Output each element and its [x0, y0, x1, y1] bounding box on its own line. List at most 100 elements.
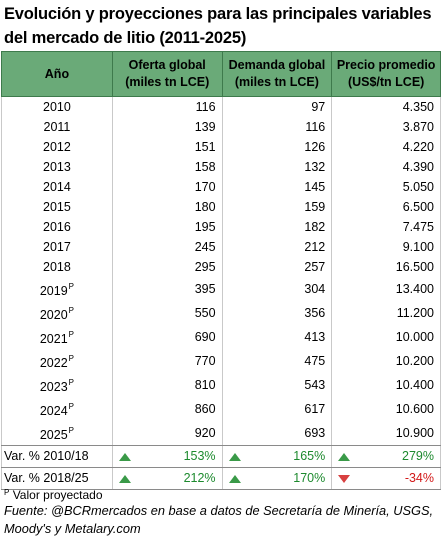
year-value: 2011: [43, 120, 71, 134]
demand-cell: 356: [221, 301, 333, 325]
triangle-up-icon: [228, 452, 241, 461]
table-row: 2018 295 257 16.500: [1, 257, 441, 277]
variation-cell: 170%: [221, 467, 333, 490]
year-value: 2020: [39, 308, 68, 322]
supply-cell: 550: [111, 301, 223, 325]
demand-cell: 543: [221, 373, 333, 397]
year-cell: 2016: [1, 217, 113, 237]
variation-cell: 153%: [111, 445, 223, 468]
price-cell: 13.400: [331, 277, 441, 301]
year-cell: 2021P: [1, 325, 113, 349]
table-row: 2014 170 145 5.050: [1, 177, 441, 197]
year-value: 2023: [39, 380, 68, 394]
supply-cell: 151: [111, 137, 223, 157]
demand-cell: 126: [221, 137, 333, 157]
demand-cell: 212: [221, 237, 333, 257]
supply-cell: 395: [111, 277, 223, 301]
table-row: 2015 180 159 6.500: [1, 197, 441, 217]
table-row: 2012 151 126 4.220: [1, 137, 441, 157]
header-price: Precio promedio (US$/tn LCE): [331, 51, 441, 97]
price-cell: 7.475: [331, 217, 441, 237]
header-demand: Demanda global (miles tn LCE): [221, 51, 333, 97]
footnote-mark: P: [4, 488, 10, 497]
supply-cell: 860: [111, 397, 223, 421]
price-cell: 6.500: [331, 197, 441, 217]
variation-cell: -34%: [331, 467, 441, 490]
supply-cell: 770: [111, 349, 223, 373]
variation-value: 170%: [293, 471, 326, 485]
triangle-up-icon: [118, 474, 131, 483]
variation-value: 165%: [293, 449, 326, 463]
year-value: 2018: [43, 260, 71, 274]
table-row: 2016 195 182 7.475: [1, 217, 441, 237]
price-cell: 10.600: [331, 397, 441, 421]
variation-label: Var. % 2010/18: [1, 445, 113, 468]
year-cell: 2022P: [1, 349, 113, 373]
table-row: 2017 245 212 9.100: [1, 237, 441, 257]
price-cell: 10.900: [331, 421, 441, 446]
table-row: 2010 116 97 4.350: [1, 96, 441, 117]
price-cell: 16.500: [331, 257, 441, 277]
variation-row: Var. % 2018/25 212% 170% -34%: [1, 467, 441, 490]
year-value: 2022: [39, 356, 68, 370]
triangle-up-icon: [228, 474, 241, 483]
projected-footnote: P Valor proyectado: [4, 486, 103, 502]
supply-cell: 245: [111, 237, 223, 257]
triangle-up-icon: [338, 452, 351, 461]
table-title: Evolución y proyecciones para las princi…: [4, 5, 432, 47]
price-cell: 4.390: [331, 157, 441, 177]
table-row: 2019P 395 304 13.400: [1, 277, 441, 301]
table-row: 2021P 690 413 10.000: [1, 325, 441, 349]
triangle-up-icon: [118, 452, 131, 461]
table-row: 2011 139 116 3.870: [1, 117, 441, 137]
price-cell: 4.220: [331, 137, 441, 157]
year-value: 2015: [43, 200, 71, 214]
demand-cell: 145: [221, 177, 333, 197]
year-value: 2025: [39, 428, 68, 442]
price-cell: 3.870: [331, 117, 441, 137]
supply-cell: 116: [111, 96, 223, 117]
price-cell: 5.050: [331, 177, 441, 197]
projected-mark: P: [68, 378, 75, 387]
year-cell: 2010: [1, 96, 113, 117]
year-cell: 2013: [1, 157, 113, 177]
year-value: 2016: [43, 220, 71, 234]
supply-cell: 158: [111, 157, 223, 177]
demand-cell: 132: [221, 157, 333, 177]
footnote-text: Valor proyectado: [12, 488, 103, 502]
variation-value: 212%: [183, 471, 216, 485]
year-value: 2021: [39, 332, 68, 346]
projected-mark: P: [68, 402, 75, 411]
supply-cell: 195: [111, 217, 223, 237]
demand-cell: 304: [221, 277, 333, 301]
demand-cell: 116: [221, 117, 333, 137]
table-row: 2022P 770 475 10.200: [1, 349, 441, 373]
supply-cell: 180: [111, 197, 223, 217]
triangle-down-icon: [338, 474, 351, 483]
demand-cell: 413: [221, 325, 333, 349]
year-cell: 2014: [1, 177, 113, 197]
year-cell: 2015: [1, 197, 113, 217]
demand-cell: 257: [221, 257, 333, 277]
table-row: 2020P 550 356 11.200: [1, 301, 441, 325]
demand-cell: 475: [221, 349, 333, 373]
year-value: 2014: [43, 180, 71, 194]
year-cell: 2020P: [1, 301, 113, 325]
supply-cell: 690: [111, 325, 223, 349]
price-cell: 9.100: [331, 237, 441, 257]
variation-cell: 212%: [111, 467, 223, 490]
projected-mark: P: [68, 354, 75, 363]
variation-row: Var. % 2010/18 153% 165% 279%: [1, 445, 441, 468]
price-cell: 11.200: [331, 301, 441, 325]
supply-cell: 810: [111, 373, 223, 397]
year-cell: 2012: [1, 137, 113, 157]
year-cell: 2011: [1, 117, 113, 137]
year-value: 2024: [39, 404, 68, 418]
variation-label: Var. % 2018/25: [1, 467, 113, 490]
demand-cell: 159: [221, 197, 333, 217]
year-cell: 2023P: [1, 373, 113, 397]
supply-cell: 170: [111, 177, 223, 197]
year-cell: 2024P: [1, 397, 113, 421]
year-value: 2012: [43, 140, 71, 154]
lithium-market-table: Año Oferta global (miles tn LCE) Demanda…: [1, 51, 441, 490]
